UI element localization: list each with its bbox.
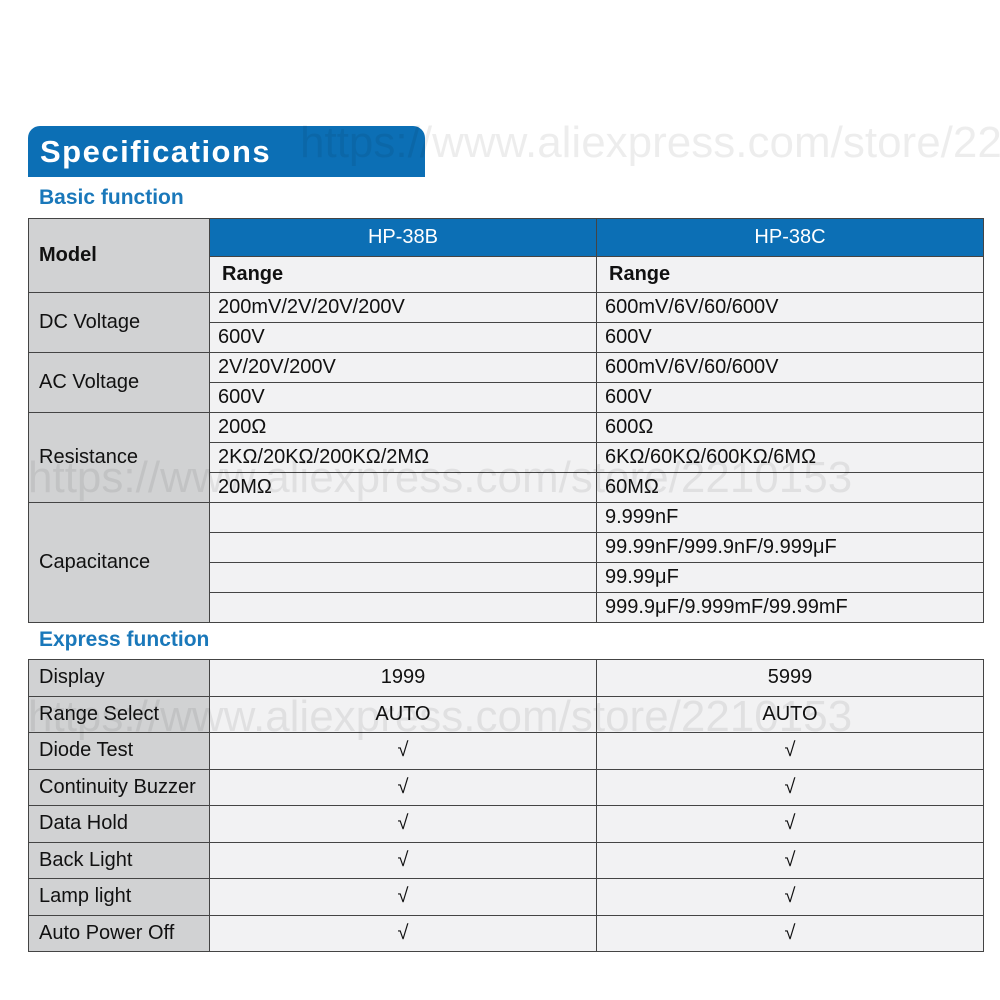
table-row: Display 1999 5999 (28, 659, 984, 697)
express-function-heading: Express function (39, 628, 210, 651)
hp-38b-value: √ (209, 878, 597, 916)
table-row: Continuity Buzzer √ √ (28, 768, 984, 806)
hp-38b-value: √ (209, 914, 597, 952)
row-label: Capacitance (28, 502, 210, 623)
hp-38b-value (209, 592, 597, 623)
table-row: 600V 600V (29, 382, 984, 413)
hp-38b-value: 600V (209, 382, 597, 413)
hp-38c-value: √ (596, 914, 984, 952)
hp-38b-value: 600V (209, 322, 597, 353)
table-row: 2KΩ/20KΩ/200KΩ/2MΩ 6KΩ/60KΩ/600KΩ/6MΩ (29, 442, 984, 473)
table-row: 999.9μF/9.999mF/99.99mF (29, 592, 984, 623)
table-row: Capacitance 9.999nF (28, 502, 984, 623)
hp-38c-value: 600V (596, 382, 984, 413)
table-row: Data Hold √ √ (28, 805, 984, 843)
hp-38b-value: 20MΩ (209, 472, 597, 503)
table-row: Auto Power Off √ √ (28, 914, 984, 952)
specifications-banner: Specifications (28, 126, 425, 177)
basic-function-heading: Basic function (39, 186, 184, 209)
table-row: DC Voltage 200mV/2V/20V/200V 600mV/6V/60/6… (28, 292, 984, 353)
hp-38b-value: 2V/20V/200V (209, 352, 597, 383)
row-label: Lamp light (28, 878, 210, 916)
hp-38c-value: √ (596, 768, 984, 806)
range-header: Range (596, 256, 984, 293)
hp-38c-value: 600mV/6V/60/600V (596, 292, 984, 323)
hp-38c-value: 600mV/6V/60/600V (596, 352, 984, 383)
hp-38c-value: √ (596, 732, 984, 770)
row-label: Back Light (28, 841, 210, 879)
express-function-table: Display 1999 5999 Range Select AUTO AUTO Diode… (28, 659, 984, 952)
row-label: Resistance (28, 412, 210, 503)
row-label: Data Hold (28, 805, 210, 843)
hp-38c-value: 99.99μF (596, 562, 984, 593)
hp-38b-value: √ (209, 805, 597, 843)
row-label: Range Select (28, 695, 210, 733)
row-label: DC Voltage (28, 292, 210, 353)
hp-38b-value: 200mV/2V/20V/200V (209, 292, 597, 323)
hp-38b-value: √ (209, 841, 597, 879)
hp-38c-value: 600V (596, 322, 984, 353)
hp-38c-value: 60MΩ (596, 472, 984, 503)
table-row: Diode Test √ √ (28, 732, 984, 770)
model-hp-38c: HP-38C (596, 218, 984, 257)
hp-38c-value: 600Ω (596, 412, 984, 443)
basic-function-table: Model HP-38B HP-38C Range Range DC Volta… (28, 218, 984, 623)
hp-38b-value: AUTO (209, 695, 597, 733)
hp-38b-value (209, 502, 597, 533)
hp-38b-value (209, 562, 597, 593)
hp-38b-value: 1999 (209, 659, 597, 697)
table-row: 99.99nF/999.9nF/9.999μF (29, 532, 984, 563)
hp-38c-value: 5999 (596, 659, 984, 697)
table-row: Back Light √ √ (28, 841, 984, 879)
row-label: AC Voltage (28, 352, 210, 413)
hp-38c-value: 999.9μF/9.999mF/99.99mF (596, 592, 984, 623)
hp-38b-value (209, 532, 597, 563)
hp-38c-value: 9.999nF (596, 502, 984, 533)
hp-38b-value: √ (209, 768, 597, 806)
row-label: Auto Power Off (28, 914, 210, 952)
page-title: Specifications (40, 134, 272, 169)
hp-38c-value: AUTO (596, 695, 984, 733)
table-row: AC Voltage 2V/20V/200V 600mV/6V/60/600V (28, 352, 984, 413)
hp-38c-value: √ (596, 841, 984, 879)
table-row: Resistance 200Ω 600Ω (28, 412, 984, 503)
hp-38c-value: 99.99nF/999.9nF/9.999μF (596, 532, 984, 563)
hp-38b-value: 2KΩ/20KΩ/200KΩ/2MΩ (209, 442, 597, 473)
table-row: Range Select AUTO AUTO (28, 695, 984, 733)
row-label: Diode Test (28, 732, 210, 770)
table-row: 99.99μF (29, 562, 984, 593)
hp-38c-value: √ (596, 805, 984, 843)
row-label: Display (28, 659, 210, 697)
range-header: Range (209, 256, 597, 293)
hp-38b-value: √ (209, 732, 597, 770)
hp-38c-value: 6KΩ/60KΩ/600KΩ/6MΩ (596, 442, 984, 473)
hp-38b-value: 200Ω (209, 412, 597, 443)
table-row: 20MΩ 60MΩ (29, 472, 984, 503)
row-label: Continuity Buzzer (28, 768, 210, 806)
hp-38c-value: √ (596, 878, 984, 916)
model-header: Model (28, 218, 210, 293)
table-row: Lamp light √ √ (28, 878, 984, 916)
model-hp-38b: HP-38B (209, 218, 597, 257)
table-row: 600V 600V (29, 322, 984, 353)
